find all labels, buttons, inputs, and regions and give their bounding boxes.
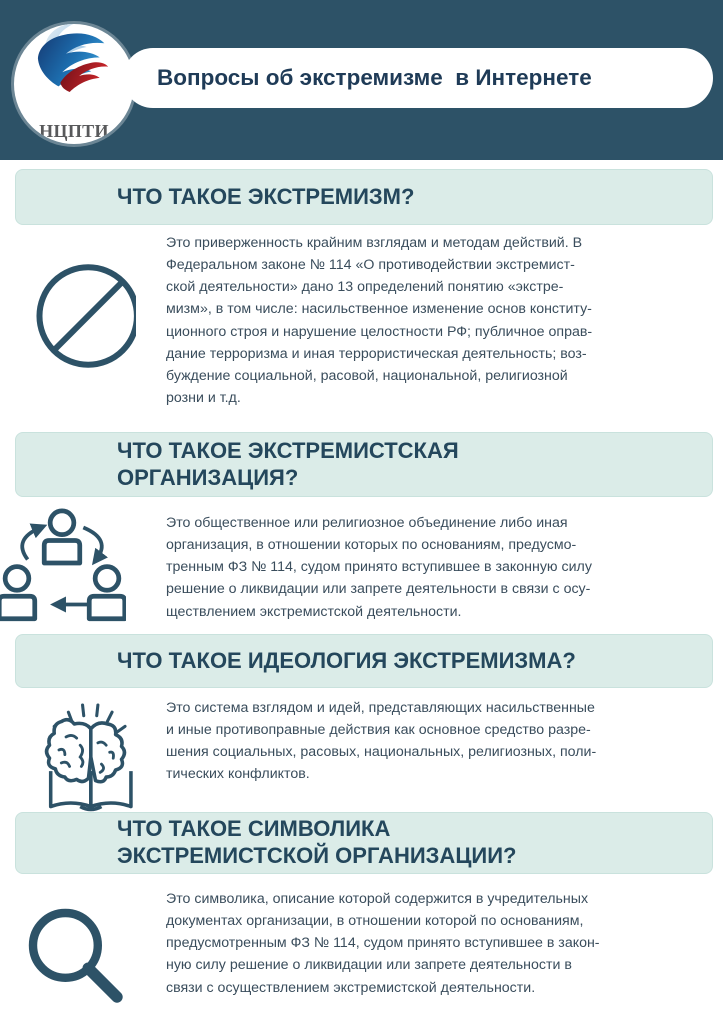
svg-text:НЦПТИ: НЦПТИ	[39, 121, 109, 141]
